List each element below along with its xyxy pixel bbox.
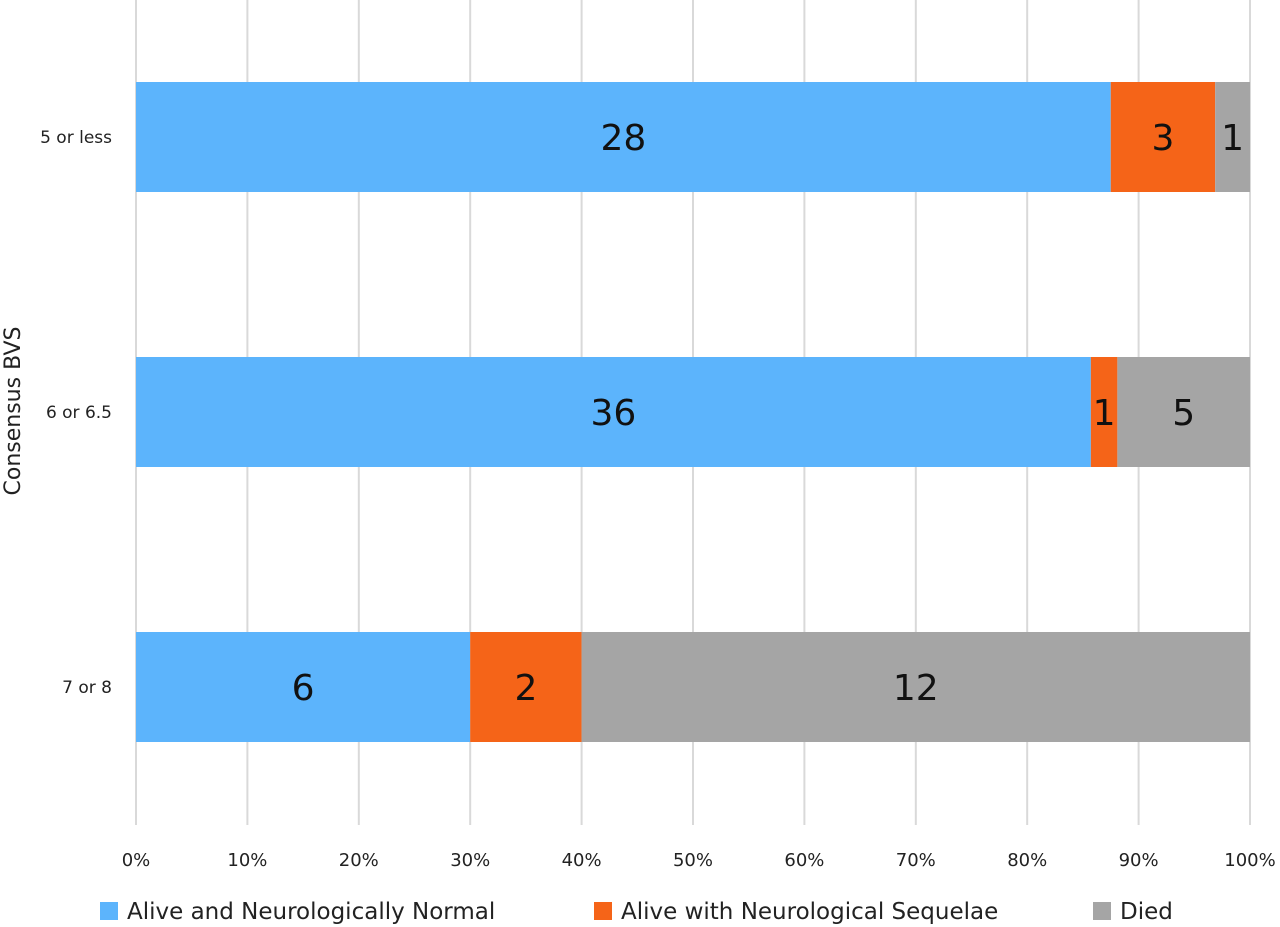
- bar-segment: [1215, 82, 1250, 192]
- legend-swatch: [1093, 902, 1111, 920]
- bar-segment: [136, 357, 1091, 467]
- category-label: 6 or 6.5: [46, 403, 112, 423]
- y-axis-title: Consensus BVS: [1, 327, 26, 496]
- bar-segment: [470, 632, 582, 742]
- data-labels-group: 28 3 1 36 1 5 6 2 12: [292, 118, 1244, 709]
- x-tick-label: 50%: [673, 850, 713, 871]
- bar-data-label: 36: [591, 393, 637, 434]
- legend-swatch: [594, 902, 612, 920]
- category-labels-group: 5 or less 6 or 6.5 7 or 8: [40, 128, 112, 698]
- bar-segment: [581, 632, 1250, 742]
- bar-data-label: 28: [600, 118, 646, 159]
- x-tick-labels-group: 0% 10% 20% 30% 40% 50% 60% 70% 80% 90% 100%: [122, 850, 1276, 871]
- bar-segment: [1110, 82, 1216, 192]
- legend-label: Alive with Neurological Sequelae: [621, 899, 998, 925]
- x-tick-label: 0%: [122, 850, 151, 871]
- bar-data-label: 2: [514, 668, 537, 709]
- x-tick-label: 20%: [339, 850, 379, 871]
- bar-data-label: 5: [1172, 393, 1195, 434]
- x-tick-label: 100%: [1224, 850, 1275, 871]
- bar-segment: [136, 82, 1111, 192]
- x-tick-label: 30%: [450, 850, 490, 871]
- x-tick-label: 60%: [784, 850, 824, 871]
- bar-segment: [1117, 357, 1250, 467]
- x-tick-label: 40%: [562, 850, 602, 871]
- category-label: 5 or less: [40, 128, 112, 148]
- bar-data-label: 12: [893, 668, 939, 709]
- legend-label: Alive and Neurologically Normal: [127, 899, 495, 925]
- bar-data-label: 3: [1152, 118, 1175, 159]
- bar-segment: [1090, 357, 1118, 467]
- bar-data-label: 1: [1093, 393, 1116, 434]
- legend-label: Died: [1120, 899, 1173, 925]
- x-tick-label: 90%: [1119, 850, 1159, 871]
- bar-data-label: 6: [292, 668, 315, 709]
- bar-data-label: 1: [1221, 118, 1244, 159]
- bars-group: [136, 82, 1250, 742]
- legend-swatch: [100, 902, 118, 920]
- x-tick-label: 80%: [1007, 850, 1047, 871]
- legend: Alive and Neurologically Normal Alive wit…: [100, 899, 1173, 925]
- bar-segment: [136, 632, 471, 742]
- x-tick-label: 10%: [227, 850, 267, 871]
- category-label: 7 or 8: [62, 678, 112, 698]
- x-tick-label: 70%: [896, 850, 936, 871]
